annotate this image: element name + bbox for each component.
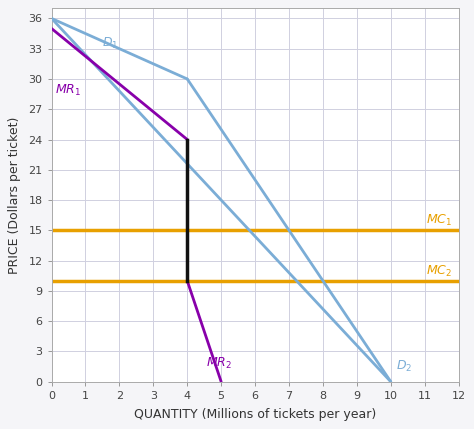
Text: $MC_1$: $MC_1$ — [427, 213, 453, 228]
Text: $MC_2$: $MC_2$ — [427, 264, 453, 279]
Text: $D_2$: $D_2$ — [396, 359, 412, 374]
Text: $MR_1$: $MR_1$ — [55, 83, 81, 98]
X-axis label: QUANTITY (Millions of tickets per year): QUANTITY (Millions of tickets per year) — [134, 408, 376, 421]
Text: $D_1$: $D_1$ — [102, 36, 119, 51]
Text: $MR_2$: $MR_2$ — [206, 356, 232, 371]
Y-axis label: PRICE (Dollars per ticket): PRICE (Dollars per ticket) — [9, 116, 21, 274]
